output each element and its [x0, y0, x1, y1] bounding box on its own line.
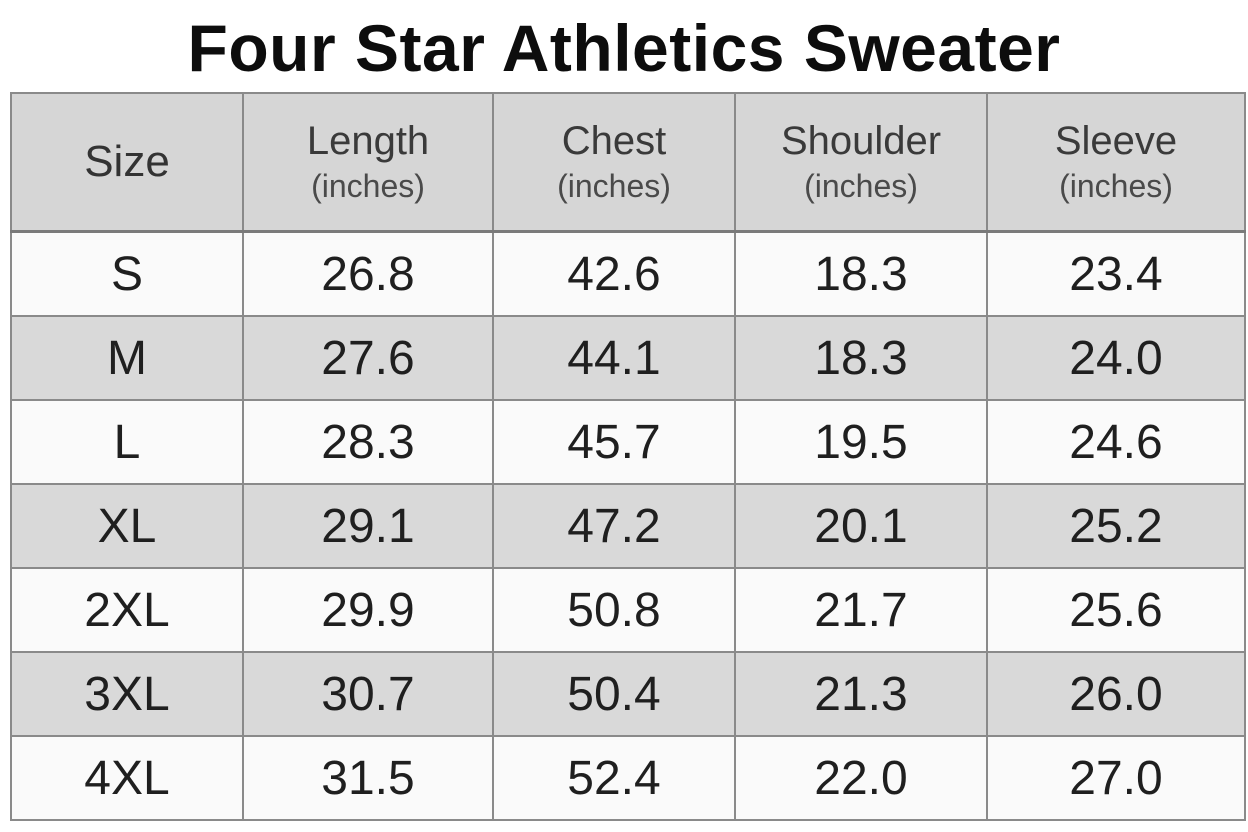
cell-size: M: [10, 315, 244, 401]
table-header: Size Length (inches) Chest (inches) Shou…: [10, 92, 1246, 233]
table-row: S 26.8 42.6 18.3 23.4: [10, 230, 1246, 317]
cell-length: 27.6: [242, 315, 494, 401]
header-size: Size: [10, 92, 244, 233]
table-row: 4XL 31.5 52.4 22.0 27.0: [10, 735, 1246, 821]
cell-chest: 44.1: [492, 315, 736, 401]
cell-chest: 50.8: [492, 567, 736, 653]
size-table: Size Length (inches) Chest (inches) Shou…: [10, 92, 1246, 821]
cell-length: 29.1: [242, 483, 494, 569]
cell-size: XL: [10, 483, 244, 569]
table-row: 3XL 30.7 50.4 21.3 26.0: [10, 651, 1246, 737]
cell-sleeve: 25.2: [986, 483, 1246, 569]
cell-chest: 42.6: [492, 230, 736, 317]
cell-sleeve: 24.6: [986, 399, 1246, 485]
cell-chest: 45.7: [492, 399, 736, 485]
header-shoulder: Shoulder (inches): [734, 92, 988, 233]
cell-chest: 47.2: [492, 483, 736, 569]
header-length: Length (inches): [242, 92, 494, 233]
header-sleeve: Sleeve (inches): [986, 92, 1246, 233]
cell-length: 28.3: [242, 399, 494, 485]
table-body: S 26.8 42.6 18.3 23.4 M 27.6 44.1 18.3 2…: [10, 230, 1246, 821]
header-sleeve-label: Sleeve: [1054, 119, 1178, 163]
cell-sleeve: 24.0: [986, 315, 1246, 401]
cell-shoulder: 21.3: [734, 651, 988, 737]
header-chest-label: Chest: [561, 119, 667, 163]
table-row: 2XL 29.9 50.8 21.7 25.6: [10, 567, 1246, 653]
header-length-label: Length: [306, 119, 430, 163]
table-row: L 28.3 45.7 19.5 24.6: [10, 399, 1246, 485]
table-row: M 27.6 44.1 18.3 24.0: [10, 315, 1246, 401]
header-row: Size Length (inches) Chest (inches) Shou…: [10, 92, 1246, 233]
cell-shoulder: 18.3: [734, 315, 988, 401]
header-chest-unit: (inches): [557, 168, 671, 204]
cell-length: 29.9: [242, 567, 494, 653]
cell-shoulder: 20.1: [734, 483, 988, 569]
header-chest: Chest (inches): [492, 92, 736, 233]
page-title: Four Star Athletics Sweater: [187, 11, 1061, 85]
header-size-label: Size: [84, 137, 170, 186]
header-shoulder-label: Shoulder: [780, 119, 942, 163]
cell-shoulder: 19.5: [734, 399, 988, 485]
cell-shoulder: 21.7: [734, 567, 988, 653]
header-shoulder-unit: (inches): [804, 168, 918, 204]
cell-length: 31.5: [242, 735, 494, 821]
cell-sleeve: 25.6: [986, 567, 1246, 653]
cell-sleeve: 23.4: [986, 230, 1246, 317]
cell-sleeve: 26.0: [986, 651, 1246, 737]
cell-size: 4XL: [10, 735, 244, 821]
cell-shoulder: 22.0: [734, 735, 988, 821]
cell-size: 3XL: [10, 651, 244, 737]
table-row: XL 29.1 47.2 20.1 25.2: [10, 483, 1246, 569]
cell-chest: 52.4: [492, 735, 736, 821]
cell-length: 30.7: [242, 651, 494, 737]
cell-size: 2XL: [10, 567, 244, 653]
cell-size: S: [10, 230, 244, 317]
header-length-unit: (inches): [311, 168, 425, 204]
cell-size: L: [10, 399, 244, 485]
cell-shoulder: 18.3: [734, 230, 988, 317]
cell-sleeve: 27.0: [986, 735, 1246, 821]
header-sleeve-unit: (inches): [1059, 168, 1173, 204]
cell-length: 26.8: [242, 230, 494, 317]
cell-chest: 50.4: [492, 651, 736, 737]
